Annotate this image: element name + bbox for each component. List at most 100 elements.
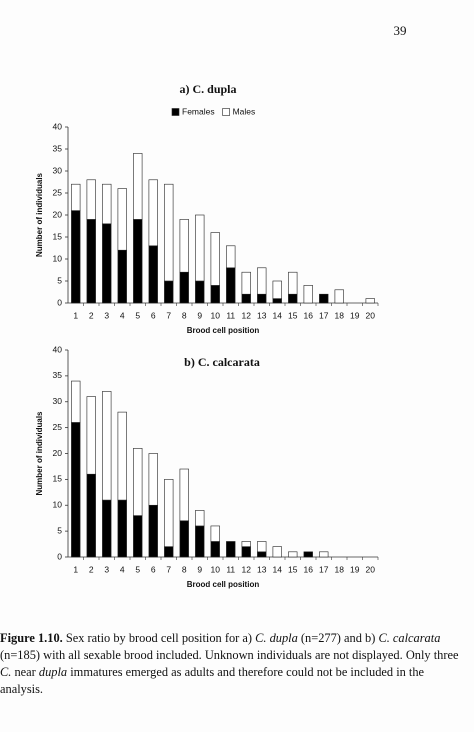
bar-segment: [210, 232, 220, 286]
bar-segment: [71, 183, 81, 211]
x-tick-label: 7: [166, 310, 171, 320]
y-tick-label: 5: [57, 525, 62, 535]
bar-segment: [102, 391, 112, 501]
y-tick-label: 35: [53, 143, 63, 153]
caption-species: C. dupla: [255, 631, 298, 645]
bar-segment: [133, 219, 143, 304]
bar-segment: [195, 280, 205, 304]
bar-segment: [71, 380, 81, 423]
bar-segment: [71, 422, 81, 558]
x-tick-label: 5: [135, 564, 140, 574]
bar-segment: [241, 293, 251, 304]
bar-segment: [226, 267, 236, 304]
bar-segment: [117, 249, 127, 304]
bar-segment: [272, 546, 282, 558]
y-tick-label: 20: [53, 209, 63, 219]
bar-segment: [86, 473, 96, 558]
bar-segment: [303, 285, 313, 304]
bar-segment: [133, 153, 143, 220]
caption-species: C.: [0, 665, 12, 679]
y-tick-label: 0: [57, 297, 62, 307]
y-axis-title: Number of individuals: [35, 172, 44, 257]
bar-segment: [241, 546, 251, 558]
x-tick-label: 5: [135, 310, 140, 320]
x-tick-label: 17: [319, 310, 329, 320]
x-tick-label: 17: [319, 564, 329, 574]
x-tick-label: 19: [350, 310, 360, 320]
bar-segment: [102, 499, 112, 558]
y-tick-label: 0: [57, 551, 62, 561]
bar-segment: [86, 396, 96, 475]
legend-label: Females: [182, 106, 215, 116]
bar-segment: [148, 245, 158, 304]
bar-segment: [257, 541, 267, 553]
x-tick-label: 10: [211, 310, 221, 320]
x-tick-label: 14: [273, 564, 283, 574]
x-axis-title: Brood cell position: [187, 580, 260, 589]
x-tick-label: 20: [366, 564, 376, 574]
bar-segment: [303, 551, 313, 558]
legend-label: Males: [233, 106, 256, 116]
x-tick-label: 16: [304, 564, 314, 574]
bar-segment: [86, 219, 96, 304]
x-tick-label: 13: [257, 564, 267, 574]
bar-segment: [319, 293, 329, 304]
bar-segment: [102, 183, 112, 225]
page-number: 39: [394, 23, 407, 38]
x-tick-label: 9: [197, 564, 202, 574]
x-tick-label: 8: [182, 310, 187, 320]
bar-segment: [164, 479, 174, 547]
x-tick-label: 4: [120, 564, 125, 574]
bar-segment: [179, 219, 189, 273]
y-tick-label: 15: [53, 231, 63, 241]
bar-segment: [148, 504, 158, 558]
x-tick-label: 20: [366, 310, 376, 320]
bar-segment: [257, 551, 267, 558]
bar-segment: [86, 179, 96, 220]
x-tick-label: 3: [104, 310, 109, 320]
x-tick-label: 18: [335, 564, 345, 574]
y-tick-label: 15: [53, 474, 63, 484]
bar-segment: [117, 499, 127, 558]
bar-segment: [241, 271, 251, 295]
y-tick-label: 40: [53, 121, 63, 131]
chart-title: a) C. dupla: [179, 82, 236, 96]
x-tick-label: 10: [211, 564, 221, 574]
bar-segment: [148, 453, 158, 506]
caption-text: near: [11, 665, 39, 679]
x-tick-label: 1: [73, 310, 78, 320]
legend-swatch: [222, 108, 230, 116]
bar-segment: [334, 289, 344, 304]
y-tick-label: 30: [53, 396, 63, 406]
bar-segment: [71, 210, 81, 304]
bar-segment: [117, 411, 127, 501]
y-tick-label: 25: [53, 187, 63, 197]
caption-text: Sex ratio by brood cell position for a): [62, 631, 256, 645]
y-tick-label: 10: [53, 253, 63, 263]
bar-segment: [226, 541, 236, 558]
caption: Figure 1.10. Sex ratio by brood cell pos…: [0, 630, 468, 698]
x-tick-label: 6: [151, 310, 156, 320]
chart-title: b) C. calcarata: [184, 355, 260, 369]
bar-segment: [133, 515, 143, 558]
x-tick-label: 12: [242, 564, 252, 574]
bar-segment: [210, 525, 220, 542]
bar-segment: [133, 448, 143, 516]
y-tick-label: 35: [53, 370, 63, 380]
bar-segment: [148, 179, 158, 247]
bar-segment: [288, 271, 298, 295]
x-tick-label: 11: [226, 564, 235, 574]
bar-segment: [164, 280, 174, 304]
bar-segment: [210, 541, 220, 558]
y-tick-label: 5: [57, 275, 62, 285]
caption-text: immatures emerged as adults and therefor…: [0, 665, 425, 696]
x-tick-label: 11: [226, 310, 235, 320]
x-tick-label: 15: [288, 564, 298, 574]
x-tick-label: 15: [288, 310, 298, 320]
bar-segment: [195, 525, 205, 558]
caption-label: Figure 1.10.: [0, 631, 63, 645]
y-tick-label: 40: [53, 344, 63, 354]
y-tick-label: 30: [53, 165, 63, 175]
x-tick-label: 16: [304, 310, 314, 320]
bar-segment: [164, 546, 174, 558]
